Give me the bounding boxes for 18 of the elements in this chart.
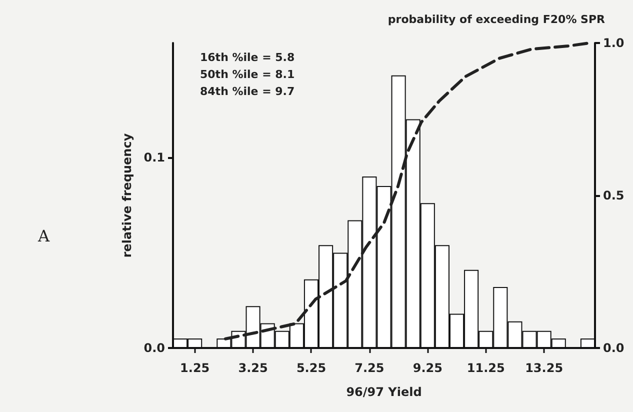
x-tick-label: 9.25	[412, 361, 442, 375]
x-tick-label: 1.25	[180, 361, 210, 375]
annotation: 84th %ile = 9.7	[200, 85, 295, 98]
y2-tick-label: 0.0	[603, 341, 624, 355]
annotation: 50th %ile = 8.1	[200, 68, 295, 81]
y2-axis-title: probability of exceeding F20% SPR	[388, 13, 606, 26]
text: A	[37, 226, 50, 246]
y-axis-title: relative frequency	[120, 133, 134, 258]
x-tick-label: 11.25	[466, 361, 505, 375]
x-axis-title: 96/97 Yield	[346, 385, 422, 399]
y2-tick-label: 0.5	[603, 188, 624, 202]
y2-tick-label: 1.0	[603, 36, 624, 50]
x-tick-label: 5.25	[296, 361, 326, 375]
x-tick-label: 3.25	[238, 361, 268, 375]
y-tick-label: 0.1	[144, 150, 165, 164]
x-tick-label: 13.25	[525, 361, 564, 375]
x-tick-label: 7.25	[354, 361, 384, 375]
annotation: 16th %ile = 5.8	[200, 51, 295, 64]
